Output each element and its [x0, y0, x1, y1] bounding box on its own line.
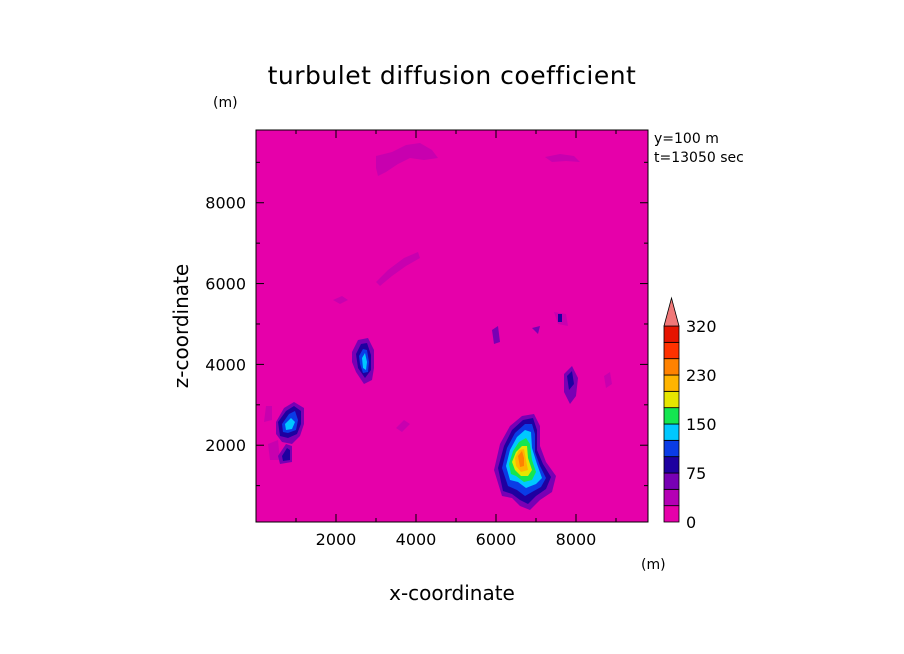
colorbar-segment — [663, 390, 680, 409]
colorbar: 0 75 150 230 320 — [663, 296, 717, 532]
x-axis-ticks: 2000 4000 6000 8000 — [295, 130, 617, 549]
contour-patch — [532, 326, 540, 334]
contour-patch — [282, 448, 290, 461]
colorbar-segment — [663, 325, 680, 343]
annotation-y-level: y=100 m — [654, 131, 719, 147]
colorbar-segment — [663, 374, 680, 392]
colorbar-label: 320 — [686, 317, 717, 336]
contour-patch — [333, 296, 348, 304]
x-tick-label: 6000 — [476, 530, 517, 549]
colorbar-segment — [663, 407, 680, 425]
colorbar-segment — [663, 456, 680, 474]
x-axis-label: x-coordinate — [389, 581, 515, 605]
contour-patch — [268, 440, 280, 460]
colorbar-segment — [663, 439, 680, 458]
colorbar-segment — [663, 472, 680, 490]
chart-title: turbulet diffusion coefficient — [268, 61, 637, 90]
contour-patch — [492, 326, 500, 344]
contour-patch — [396, 420, 410, 432]
plot-background — [256, 130, 648, 522]
contour-patch — [376, 143, 438, 176]
colorbar-segment — [663, 358, 680, 376]
y-axis-label: z-coordinate — [169, 264, 193, 388]
x-tick-label: 4000 — [396, 530, 437, 549]
colorbar-label: 0 — [686, 513, 696, 532]
contour-patch — [545, 154, 580, 162]
colorbar-extend-arrow — [663, 296, 680, 327]
contour-patch — [558, 314, 562, 322]
colorbar-label: 150 — [686, 415, 717, 434]
plot-area: 2000 4000 6000 8000 2000 4000 6000 8000 — [205, 129, 649, 549]
colorbar-label: 230 — [686, 366, 717, 385]
y-tick-label: 8000 — [205, 194, 246, 213]
annotation-time: t=13050 sec — [654, 150, 744, 166]
contour-patch — [567, 371, 574, 390]
contour-patch — [376, 252, 420, 286]
y-tick-label: 4000 — [205, 355, 246, 374]
colorbar-segment — [663, 423, 680, 441]
contour-patch — [362, 353, 367, 370]
colorbar-segment — [663, 341, 680, 360]
plot-frame — [255, 129, 649, 523]
contour-patch — [604, 372, 612, 388]
x-axis-unit: (m) — [641, 557, 666, 573]
colorbar-segment — [663, 505, 680, 523]
contour-patch — [518, 451, 524, 467]
contour-patch — [264, 406, 272, 422]
contour-patch — [285, 418, 295, 430]
x-tick-label: 8000 — [556, 530, 597, 549]
y-tick-label: 6000 — [205, 275, 246, 294]
colorbar-segment — [663, 488, 680, 507]
y-axis-ticks: 2000 4000 6000 8000 — [205, 161, 648, 487]
y-tick-label: 2000 — [205, 436, 246, 455]
colorbar-label: 75 — [686, 464, 706, 483]
x-tick-label: 2000 — [316, 530, 357, 549]
y-axis-unit: (m) — [213, 95, 238, 111]
